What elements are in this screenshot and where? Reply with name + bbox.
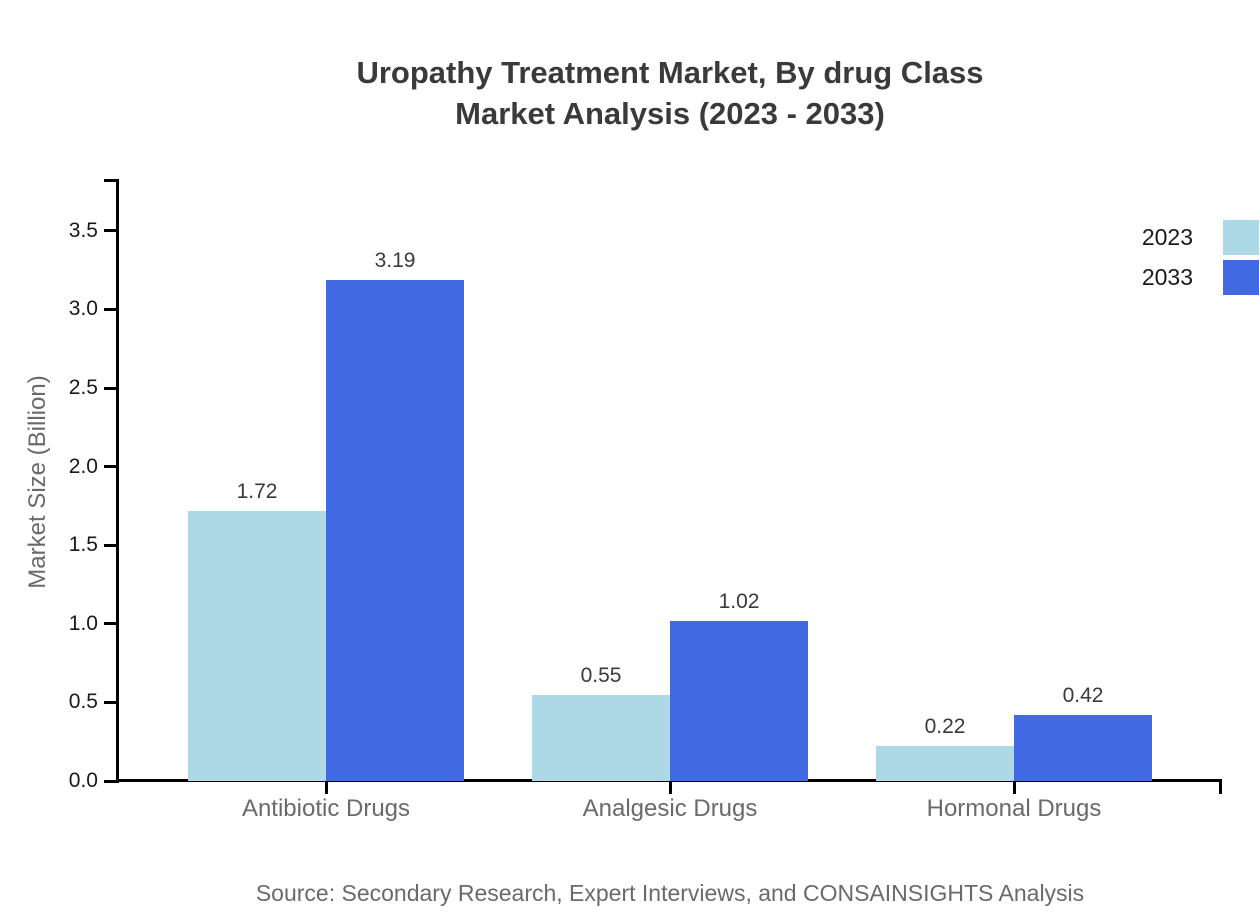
y-tick-mark xyxy=(104,386,117,390)
y-tick-label: 2.0 xyxy=(68,454,98,478)
chart-title: Uropathy Treatment Market, By drug Class… xyxy=(79,52,1260,134)
legend-label-2023: 2023 xyxy=(1141,224,1193,250)
y-tick-mark xyxy=(104,622,117,626)
bar-2023-antibiotic-drugs xyxy=(188,510,326,781)
y-tick-label: 3.5 xyxy=(68,218,98,242)
x-tick-mark xyxy=(668,781,672,794)
legend-label-2033: 2033 xyxy=(1141,264,1193,290)
source-note: Source: Secondary Research, Expert Inter… xyxy=(255,880,1085,906)
y-tick-mark xyxy=(104,229,117,233)
bar-value-label: 3.19 xyxy=(374,248,416,272)
bar-2023-analgesic-drugs xyxy=(532,694,670,781)
y-tick-mark xyxy=(104,543,117,547)
y-tick-label: 0.5 xyxy=(68,690,98,714)
bar-value-label: 1.72 xyxy=(236,479,278,503)
y-axis-end-cap xyxy=(104,179,117,182)
y-tick-label: 3.0 xyxy=(68,297,98,321)
bar-2023-hormonal-drugs xyxy=(876,746,1014,781)
bar-value-label: 0.22 xyxy=(924,715,966,739)
y-tick-mark xyxy=(104,465,117,469)
chart-title-line1: Uropathy Treatment Market, By drug Class xyxy=(356,55,984,90)
y-tick-mark xyxy=(104,307,117,311)
x-category-label-hormonal-drugs: Hormonal Drugs xyxy=(926,795,1102,822)
x-category-label-antibiotic-drugs: Antibiotic Drugs xyxy=(241,795,411,822)
bar-value-label: 1.02 xyxy=(718,589,760,613)
legend-swatch-2033 xyxy=(1223,260,1259,295)
y-tick-label: 2.5 xyxy=(68,376,98,399)
chart-title-line2: Market Analysis (2023 - 2033) xyxy=(455,96,885,131)
x-axis-end-tick xyxy=(1219,781,1222,794)
bar-2033-antibiotic-drugs xyxy=(326,279,464,781)
y-tick-label: 1.0 xyxy=(68,611,98,635)
legend-item-2023: 2023 xyxy=(1142,220,1259,255)
y-axis-line xyxy=(116,179,119,783)
y-tick-mark xyxy=(104,779,117,783)
y-tick-label: 1.5 xyxy=(68,533,98,557)
x-tick-mark xyxy=(1012,781,1016,794)
x-tick-mark xyxy=(324,781,328,794)
y-tick-mark xyxy=(104,700,117,704)
legend-item-2033: 2033 xyxy=(1142,260,1259,295)
x-category-label-analgesic-drugs: Analgesic Drugs xyxy=(582,795,758,822)
bar-value-label: 0.55 xyxy=(580,663,622,687)
bar-2033-analgesic-drugs xyxy=(670,620,808,781)
bar-2033-hormonal-drugs xyxy=(1014,714,1152,781)
bar-value-label: 0.42 xyxy=(1062,683,1104,707)
legend: 2023 2033 xyxy=(1142,220,1259,300)
y-tick-label: 0.0 xyxy=(68,769,98,792)
legend-swatch-2023 xyxy=(1223,220,1259,255)
